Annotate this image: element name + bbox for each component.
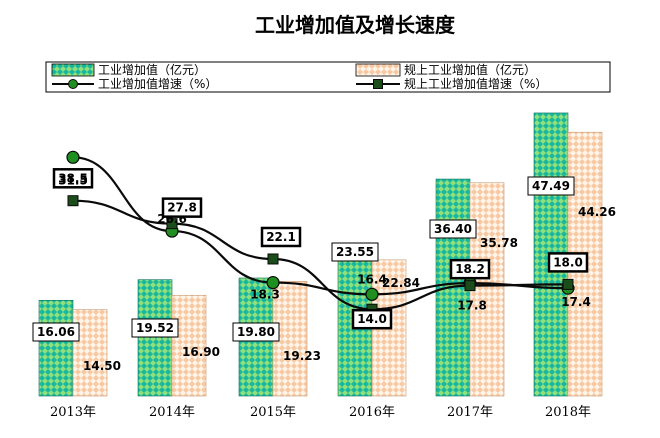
value-label-industrial-growth-box [449,258,491,280]
value-label-above-scale: 16.90 [182,345,220,359]
marker-above-scale-growth [267,253,279,265]
bar-above-scale [469,182,505,397]
value-label-above-scale-growth: 18.0 [553,255,583,269]
value-label-above-scale-growth: 22.1 [266,230,296,244]
value-label-above-scale-growth-box [547,252,589,273]
value-label-industrial-growth: 16.4 [357,272,387,286]
value-label-above-scale: 14.50 [83,359,121,373]
legend-label-above-scale-growth: 规上工业增加值增速（%） [404,76,547,91]
category-label: 2017年 [447,405,493,420]
value-label-industrial-box [131,318,179,338]
marker-above-scale-growth [166,218,178,230]
marker-industrial-growth [365,287,379,301]
value-label-industrial: 19.52 [136,321,174,335]
marker-above-scale-growth [67,195,79,207]
category-label: 2015年 [250,405,296,420]
value-label-above-scale-growth-box [260,226,302,248]
value-label-industrial: 36.40 [434,222,472,236]
value-label-industrial-growth: 18.3 [250,288,280,302]
bar-industrial [137,279,173,397]
value-label-industrial-box [527,176,575,196]
value-label-above-scale-growth: 31.5 [58,174,88,188]
legend-label-industrial-growth: 工业增加值增速（%） [98,76,217,91]
value-label-industrial-growth: 17.4 [561,295,591,309]
legend-label-industrial: 工业增加值（亿元） [98,62,206,77]
value-label-layer: 16.06 14.50 19.52 16.90 19.80 19.23 23.55 22.84… [32,168,616,373]
bar-layer [38,112,603,397]
value-label-industrial-box [232,322,280,342]
category-axis: 2013年 2014年 2015年 2016年 2017年 2018年 [50,405,591,420]
category-label: 2018年 [545,405,591,420]
value-label-above-scale: 44.26 [578,205,616,219]
value-label-above-scale: 35.78 [480,236,518,250]
bar-industrial [38,299,74,397]
value-label-above-scale-growth: 17.8 [457,299,487,313]
legend-swatch-above-scale [355,63,401,77]
value-label-industrial: 16.06 [37,325,75,339]
value-label-above-scale-growth-box [161,197,203,218]
legend: 工业增加值（亿元） 规上工业增加值（亿元） 工业增加值增速（%） 规上工业增加值… [45,61,611,93]
category-label: 2016年 [349,405,395,420]
value-label-above-scale-growth-box [351,308,393,330]
chart-title: 工业增加值及增长速度 [255,13,456,37]
value-label-above-scale-growth: 27.8 [167,201,197,215]
value-label-industrial-box [429,219,477,239]
category-label: 2014年 [149,405,195,420]
value-label-industrial: 23.55 [336,245,374,259]
legend-marker-above-scale-growth [373,79,383,89]
bar-above-scale [171,294,207,397]
legend-swatch-industrial [51,63,95,77]
value-label-industrial-growth-box [52,168,94,189]
value-label-industrial: 47.49 [532,179,570,193]
legend-label-above-scale: 规上工业增加值（亿元） [404,62,536,77]
value-label-above-scale: 22.84 [382,276,420,290]
legend-marker-industrial-growth [68,79,78,89]
value-label-above-scale-growth: 14.0 [357,312,387,326]
value-label-industrial-box [32,322,80,342]
marker-above-scale-growth [464,280,476,292]
value-label-above-scale: 19.23 [283,349,321,363]
marker-industrial-growth [266,275,280,290]
bar-above-scale [72,309,108,397]
category-label: 2013年 [50,405,96,420]
value-label-industrial: 19.80 [237,325,275,339]
value-label-industrial-growth: 38.5 [58,171,88,185]
legend-frame [45,61,611,93]
value-label-industrial-box [331,242,379,262]
marker-above-scale-growth [562,278,574,290]
value-label-industrial-growth: 18.2 [455,262,485,276]
marker-industrial-growth [66,150,80,164]
